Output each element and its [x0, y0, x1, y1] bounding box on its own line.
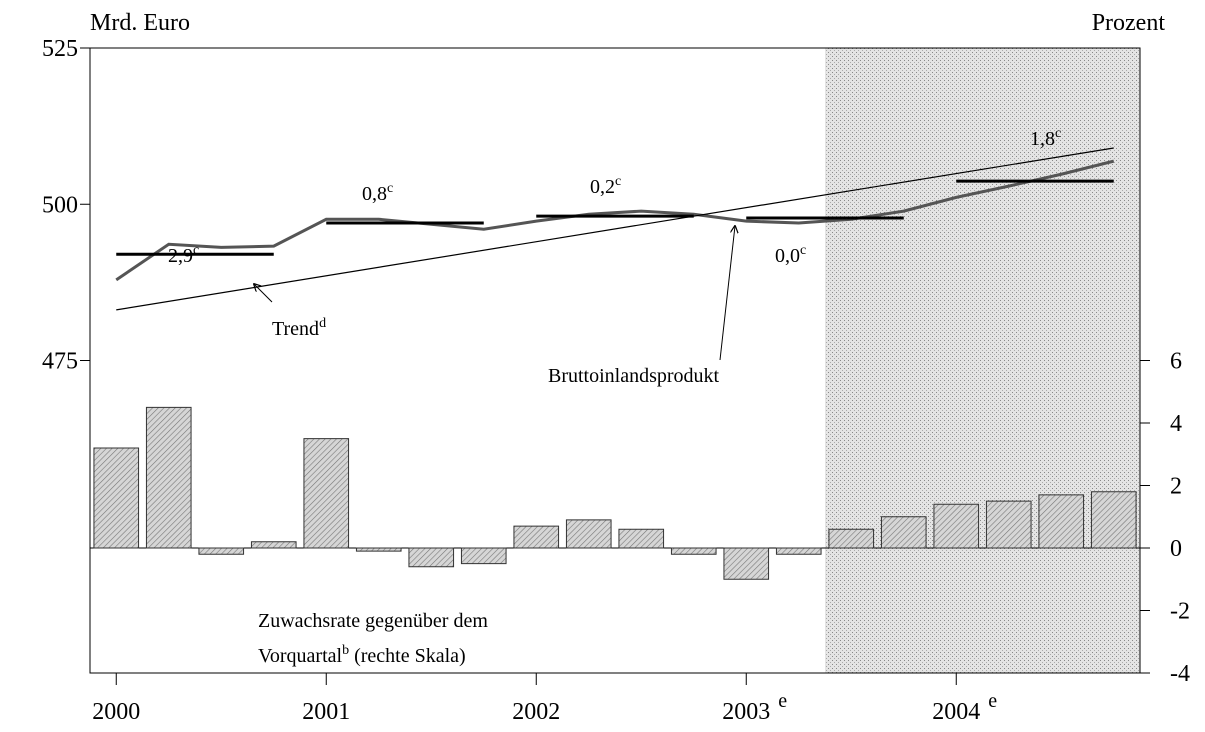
- annotation-text: Vorquartal: [258, 645, 342, 667]
- bar: [303, 438, 350, 549]
- y2-tick-label: 6: [1170, 349, 1182, 375]
- arrow: [719, 226, 735, 361]
- bar: [828, 528, 875, 549]
- bar: [355, 547, 402, 552]
- annotation-text: 0,8: [362, 183, 387, 205]
- bar: [1090, 491, 1137, 549]
- bar: [408, 547, 455, 568]
- annotation: 2,9c: [168, 243, 199, 267]
- annotation: 0,0c: [775, 243, 806, 267]
- bar: [460, 547, 507, 565]
- x-tick-label: 2002: [512, 699, 560, 725]
- annotation-footnote: c: [615, 174, 621, 189]
- bar: [513, 525, 560, 549]
- bar: [618, 528, 665, 549]
- annotation-text: 2,9: [168, 245, 193, 267]
- x-tick-label: 2004: [932, 699, 980, 725]
- line: [116, 147, 1114, 311]
- annotation: Zuwachsrate gegenüber dem: [258, 610, 488, 632]
- y-tick-label: 500: [42, 192, 78, 218]
- y2-tick-label: 2: [1170, 474, 1182, 500]
- line: [115, 159, 1115, 282]
- bar: [670, 547, 717, 555]
- annotation-footnote: b: [342, 643, 349, 658]
- bar: [933, 503, 980, 549]
- bar: [880, 516, 927, 549]
- annotation: Bruttoinlandsprodukt: [548, 365, 720, 387]
- y2-tick-label: -2: [1170, 599, 1190, 625]
- annotation: 1,8c: [1030, 126, 1061, 150]
- bar: [93, 447, 140, 549]
- annotation: Trendd: [272, 316, 326, 340]
- annotation-text: 0,2: [590, 176, 615, 198]
- annotation-text: Trend: [272, 318, 319, 340]
- annotation: 0,2c: [590, 174, 621, 198]
- bar: [775, 547, 822, 555]
- y2-tick-label: 4: [1170, 411, 1182, 437]
- annotation: 0,8c: [362, 181, 393, 205]
- bar: [250, 541, 297, 549]
- annotation: Vorquartalb (rechte Skala): [258, 643, 466, 667]
- annotation-text: Zuwachsrate gegenüber dem: [258, 610, 488, 632]
- x-tick-footnote: e: [778, 690, 787, 712]
- annotation-footnote: c: [193, 243, 199, 258]
- annotation-text: Bruttoinlandsprodukt: [548, 365, 720, 387]
- bar: [1038, 494, 1085, 549]
- bar: [565, 519, 612, 549]
- annotation-text: (rechte Skala): [349, 645, 466, 667]
- bar: [985, 500, 1032, 549]
- annotation-text: 1,8: [1030, 128, 1055, 150]
- x-tick-label: 2003: [722, 699, 770, 725]
- bar: [723, 547, 770, 580]
- y-tick-label: 525: [42, 36, 78, 62]
- bar: [145, 406, 192, 549]
- annotation-footnote: c: [1055, 126, 1061, 141]
- y-axis-title: Mrd. Euro: [90, 10, 190, 36]
- annotation-footnote: c: [387, 181, 393, 196]
- y2-tick-label: 0: [1170, 536, 1182, 562]
- plot-frame: [89, 47, 1141, 674]
- arrow: [254, 284, 273, 303]
- y-tick-label: 475: [42, 349, 78, 375]
- annotation-footnote: d: [319, 316, 326, 331]
- forecast-region: [825, 48, 1140, 673]
- x-tick-label: 2000: [92, 699, 140, 725]
- x-tick-footnote: e: [988, 690, 997, 712]
- annotation-footnote: c: [800, 243, 806, 258]
- annotation-text: 0,0: [775, 245, 800, 267]
- bar: [198, 547, 245, 555]
- y2-tick-label: -4: [1170, 661, 1190, 687]
- x-tick-label: 2001: [302, 699, 350, 725]
- y2-axis-title: Prozent: [1092, 10, 1166, 36]
